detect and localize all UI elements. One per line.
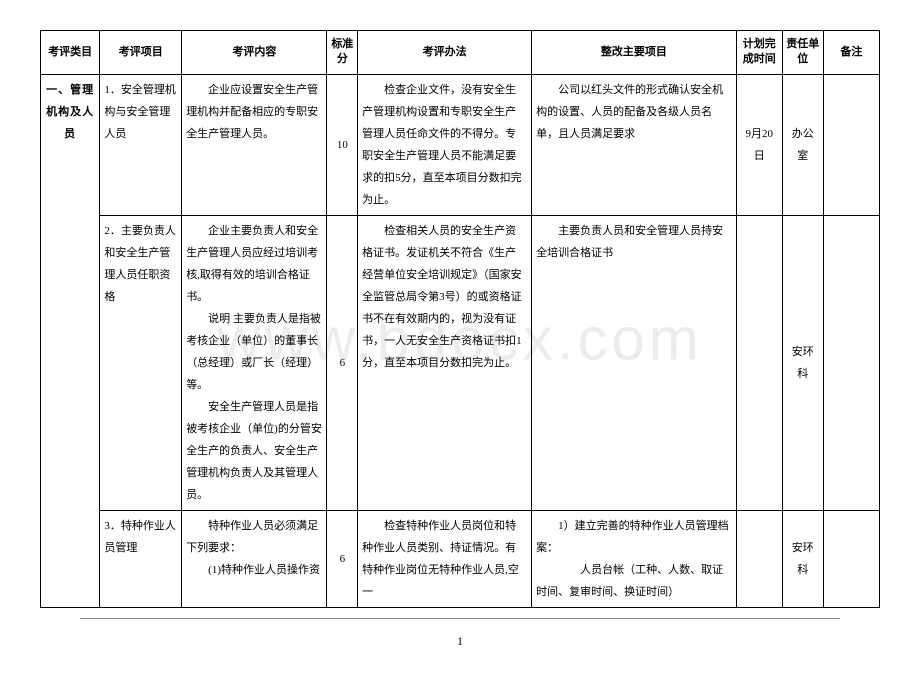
header-content: 考评内容 <box>182 31 327 75</box>
cell-score: 6 <box>327 215 358 510</box>
header-note: 备注 <box>823 31 879 75</box>
cell-method: 检查企业文件，没有安全生产管理机构设置和专职安全生产管理人员任命文件的不得分。专… <box>358 74 532 215</box>
evaluation-table: 考评类目 考评项目 考评内容 标准分 考评办法 整改主要项目 计划完成时间 责任… <box>40 30 880 608</box>
header-unit: 责任单位 <box>782 31 823 75</box>
header-method: 考评办法 <box>358 31 532 75</box>
cell-item: 2．主要负责人和安全生产管理人员任职资格 <box>100 215 182 510</box>
header-rectify: 整改主要项目 <box>532 31 737 75</box>
footer-divider <box>80 618 840 619</box>
header-time: 计划完成时间 <box>736 31 782 75</box>
cell-unit: 安环科 <box>782 510 823 607</box>
cell-rectify: 1）建立完善的特种作业人员管理档案： 人员台帐（工种、人数、取证时间、复审时间、… <box>532 510 737 607</box>
cell-time <box>736 215 782 510</box>
cell-category: 一、管理机构及人员 <box>41 74 100 607</box>
cell-item: 1．安全管理机构与安全管理人员 <box>100 74 182 215</box>
cell-unit: 安环科 <box>782 215 823 510</box>
cell-method: 检查相关人员的安全生产资格证书。发证机关不符合《生产经营单位安全培训规定》（国家… <box>358 215 532 510</box>
cell-content: 企业应设置安全生产管理机构并配备相应的专职安全生产管理人员。 <box>182 74 327 215</box>
header-item: 考评项目 <box>100 31 182 75</box>
cell-note <box>823 215 879 510</box>
cell-unit: 办公室 <box>782 74 823 215</box>
header-row: 考评类目 考评项目 考评内容 标准分 考评办法 整改主要项目 计划完成时间 责任… <box>41 31 880 75</box>
cell-score: 6 <box>327 510 358 607</box>
table-row: 2．主要负责人和安全生产管理人员任职资格 企业主要负责人和安全生产管理人员应经过… <box>41 215 880 510</box>
table-row: 一、管理机构及人员 1．安全管理机构与安全管理人员 企业应设置安全生产管理机构并… <box>41 74 880 215</box>
page-number: 1 <box>40 634 880 649</box>
cell-note <box>823 510 879 607</box>
header-score: 标准分 <box>327 31 358 75</box>
cell-rectify: 公司以红头文件的形式确认安全机构的设置、人员的配备及各级人员名单，且人员满足要求 <box>532 74 737 215</box>
cell-content: 企业主要负责人和安全生产管理人员应经过培训考核,取得有效的培训合格证书。 说明 … <box>182 215 327 510</box>
header-category: 考评类目 <box>41 31 100 75</box>
cell-rectify: 主要负责人员和安全管理人员持安全培训合格证书 <box>532 215 737 510</box>
table-row: 3．特种作业人员管理 特种作业人员必须满足下列要求： (1)特种作业人员操作资 … <box>41 510 880 607</box>
cell-time: 9月20日 <box>736 74 782 215</box>
cell-content: 特种作业人员必须满足下列要求： (1)特种作业人员操作资 <box>182 510 327 607</box>
cell-note <box>823 74 879 215</box>
cell-score: 10 <box>327 74 358 215</box>
cell-time <box>736 510 782 607</box>
cell-method: 检查特种作业人员岗位和特种作业人员类别、持证情况。有特种作业岗位无特种作业人员,… <box>358 510 532 607</box>
cell-item: 3．特种作业人员管理 <box>100 510 182 607</box>
